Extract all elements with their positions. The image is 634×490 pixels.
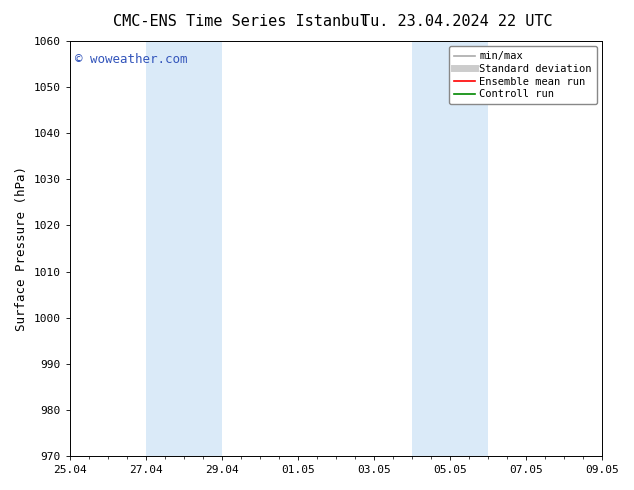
Legend: min/max, Standard deviation, Ensemble mean run, Controll run: min/max, Standard deviation, Ensemble me… xyxy=(449,46,597,104)
Y-axis label: Surface Pressure (hPa): Surface Pressure (hPa) xyxy=(15,166,28,331)
Text: Tu. 23.04.2024 22 UTC: Tu. 23.04.2024 22 UTC xyxy=(361,14,552,29)
Bar xyxy=(146,41,222,456)
Bar xyxy=(412,41,488,456)
Text: © woweather.com: © woweather.com xyxy=(75,53,188,67)
Text: CMC-ENS Time Series Istanbul: CMC-ENS Time Series Istanbul xyxy=(113,14,368,29)
